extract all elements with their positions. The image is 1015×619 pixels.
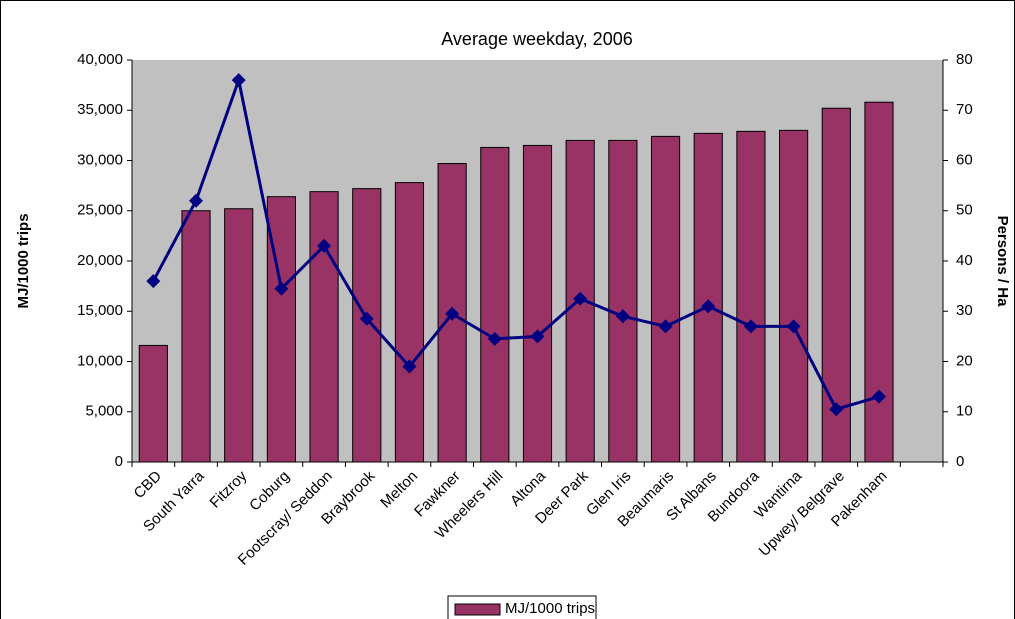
y2-tick-label: 30 <box>956 302 973 319</box>
bar <box>650 135 681 463</box>
y-tick-label: 25,000 <box>77 202 123 219</box>
bar <box>309 191 339 463</box>
line-marker <box>786 319 801 334</box>
bar <box>224 208 254 463</box>
y-tick-label: 0 <box>115 453 123 470</box>
bar <box>522 144 553 463</box>
line-marker <box>317 238 332 253</box>
line-marker <box>658 319 673 334</box>
line-marker <box>487 331 502 346</box>
line-marker <box>871 389 886 404</box>
y2-tick-label: 60 <box>956 151 973 168</box>
bar <box>138 344 168 463</box>
line-marker <box>530 329 545 344</box>
y-axis-title: MJ/1000 trips <box>15 213 32 308</box>
line-marker <box>445 306 460 321</box>
y2-tick-label: 50 <box>956 202 973 219</box>
line-marker <box>359 311 374 326</box>
bar <box>693 132 723 463</box>
y2-axis-title: Persons / Ha <box>994 216 1011 308</box>
line-marker <box>402 359 417 374</box>
legend-swatch <box>454 603 501 616</box>
y-tick-label: 30,000 <box>77 151 123 168</box>
y2-tick-label: 80 <box>956 51 973 68</box>
line-marker <box>829 402 844 417</box>
line-marker <box>615 309 630 324</box>
bar <box>736 130 766 463</box>
y-tick-label: 35,000 <box>77 101 123 118</box>
line-marker <box>189 193 204 208</box>
chart-title: Average weekday, 2006 <box>441 29 632 49</box>
bar <box>608 139 638 463</box>
bar <box>480 146 510 463</box>
line-marker <box>274 281 289 296</box>
bar <box>394 182 425 463</box>
line-marker <box>146 274 161 289</box>
y2-tick-label: 70 <box>956 101 973 118</box>
line-marker <box>231 73 246 88</box>
legend-label: MJ/1000 trips <box>505 600 595 617</box>
y-tick-label: 40,000 <box>77 51 123 68</box>
y2-tick-label: 20 <box>956 352 973 369</box>
line <box>152 74 880 412</box>
y2-tick-label: 0 <box>956 453 964 470</box>
line-marker <box>701 299 716 314</box>
bar <box>864 101 894 463</box>
bar <box>181 210 211 463</box>
y-tick-label: 10,000 <box>77 352 123 369</box>
line-marker <box>573 291 588 306</box>
line-marker <box>743 319 758 334</box>
y-tick-label: 15,000 <box>77 302 123 319</box>
bar <box>779 129 809 463</box>
y-tick-label: 5,000 <box>85 403 123 420</box>
y2-tick-label: 40 <box>956 252 973 269</box>
y2-tick-label: 10 <box>956 403 973 420</box>
y-tick-label: 20,000 <box>77 252 123 269</box>
